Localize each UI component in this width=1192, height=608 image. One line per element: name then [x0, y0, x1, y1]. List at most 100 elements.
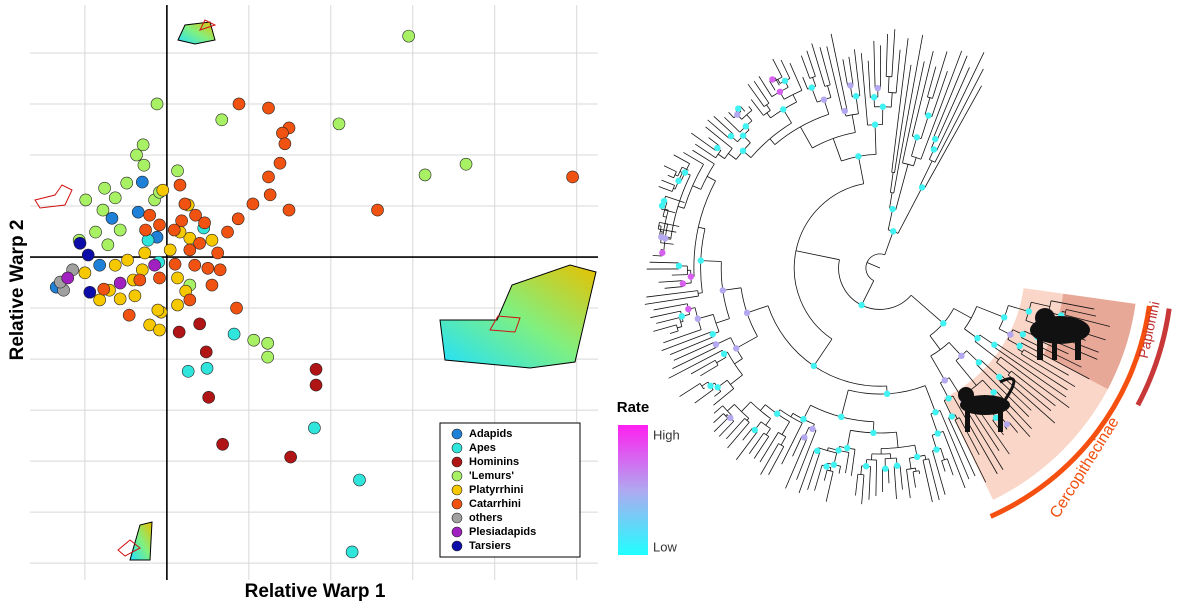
- branch: [885, 231, 893, 254]
- rate-dot: [769, 76, 775, 82]
- branch: [898, 187, 922, 233]
- rate-dot: [940, 320, 946, 326]
- branch: [941, 448, 945, 459]
- rate-dot: [823, 463, 829, 469]
- branch: [827, 86, 830, 98]
- rate-dot: [958, 353, 964, 359]
- branch: [749, 433, 764, 454]
- branch: [862, 475, 864, 504]
- branch: [714, 389, 734, 406]
- rate-dot: [976, 359, 982, 365]
- point: [231, 302, 243, 314]
- branch: [645, 296, 699, 304]
- branch: [659, 222, 679, 226]
- rate-dot: [855, 153, 861, 159]
- branch: [683, 152, 703, 164]
- legend-label: Tarsiers: [469, 540, 511, 552]
- branch: [830, 468, 831, 471]
- point: [279, 138, 291, 150]
- rate-dot: [800, 416, 806, 422]
- point: [460, 158, 472, 170]
- point: [109, 192, 121, 204]
- branch: [875, 125, 876, 155]
- branch: [903, 61, 925, 163]
- point: [283, 204, 295, 216]
- point: [157, 184, 169, 196]
- branch: [659, 281, 683, 283]
- branch: [698, 227, 705, 228]
- rate-dot: [853, 93, 859, 99]
- rate-dot: [933, 446, 939, 452]
- branch: [803, 77, 808, 89]
- point: [222, 226, 234, 238]
- point: [169, 258, 181, 270]
- branch: [677, 327, 682, 328]
- point: [567, 171, 579, 183]
- branch: [751, 99, 763, 115]
- point: [137, 139, 149, 151]
- branch: [913, 472, 916, 488]
- branch: [921, 51, 962, 159]
- branch: [826, 472, 833, 502]
- branch: [698, 293, 702, 294]
- branch: [824, 470, 827, 481]
- branch: [656, 318, 679, 324]
- branch: [741, 402, 750, 412]
- rate-dot: [991, 389, 997, 395]
- legend-marker: [452, 429, 462, 439]
- rate-dot: [714, 145, 720, 151]
- branch: [796, 251, 839, 260]
- branch: [773, 59, 782, 77]
- point: [228, 328, 240, 340]
- branch: [876, 460, 877, 496]
- point: [333, 118, 345, 130]
- rate-dot: [743, 123, 749, 129]
- branch: [815, 465, 822, 490]
- rate-dot: [974, 335, 980, 341]
- rate-dot: [1016, 343, 1022, 349]
- legend-label: Platyrrhini: [469, 484, 523, 496]
- branch: [849, 57, 853, 85]
- branch: [954, 308, 972, 318]
- point: [353, 474, 365, 486]
- branch: [866, 254, 885, 281]
- legend-marker: [452, 471, 462, 481]
- branch: [801, 56, 809, 79]
- legend-marker: [452, 541, 462, 551]
- branch: [892, 38, 908, 172]
- rate-dot: [949, 413, 955, 419]
- rate-dot: [942, 377, 948, 383]
- point: [129, 290, 141, 302]
- branch: [761, 444, 779, 475]
- rate-dot: [858, 302, 864, 308]
- rate-dot: [782, 78, 788, 84]
- branch: [799, 450, 814, 493]
- legend-label: Adapids: [469, 428, 512, 440]
- y-axis-label: Relative Warp 2: [7, 220, 28, 361]
- branch: [845, 452, 848, 473]
- legend-marker: [452, 527, 462, 537]
- point: [346, 546, 358, 558]
- rate-dot: [688, 273, 694, 279]
- point: [372, 204, 384, 216]
- branch: [862, 281, 874, 305]
- branch: [894, 35, 923, 193]
- branch: [890, 172, 893, 192]
- point: [182, 365, 194, 377]
- point: [263, 102, 275, 114]
- colorbar-high: High: [653, 427, 680, 442]
- branch: [659, 187, 673, 192]
- rate-dot: [871, 94, 877, 100]
- point: [97, 204, 109, 216]
- branch: [925, 98, 930, 115]
- branch: [736, 336, 757, 348]
- branch: [727, 404, 734, 411]
- branch: [894, 466, 896, 499]
- point: [152, 304, 164, 316]
- branch: [678, 206, 684, 208]
- branch: [724, 117, 739, 132]
- rate-dot: [680, 280, 686, 286]
- point: [99, 182, 111, 194]
- rate-colorbar: [618, 425, 648, 555]
- branch: [839, 260, 912, 310]
